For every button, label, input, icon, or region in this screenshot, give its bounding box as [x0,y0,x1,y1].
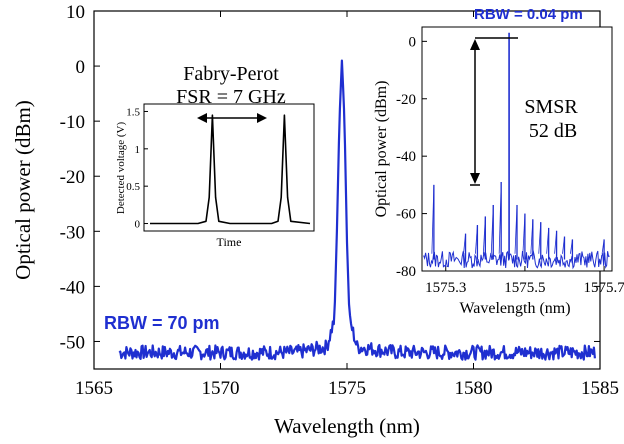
smsr-x-tick-label: 1575.5 [504,280,545,296]
main-y-tick-label: 10 [66,2,85,23]
smsr-side-mode-peak-edge [562,236,565,254]
main-y-tick-label: -40 [60,277,85,298]
main-x-tick-label: 1565 [75,378,113,399]
smsr-y-tick-label: -40 [396,149,416,165]
smsr-side-mode-peak-edge [538,222,542,254]
smsr-label-line-2: 52 dB [529,120,577,142]
smsr-y-tick-label: -20 [396,92,416,108]
fsr-arrowhead-left [197,113,207,123]
smsr-y-tick-label: 0 [409,34,417,50]
smsr-noise-floor-line [423,250,610,270]
smsr-side-mode-peak-edge [475,225,478,254]
smsr-label-line-1: SMSR [524,96,578,118]
smsr-y-tick-label: -60 [396,207,416,223]
main-x-tick-label: 1575 [328,378,366,399]
fp-title-line-2: FSR = 7 GHz [176,86,286,108]
smsr-x-tick-label: 1575.3 [425,280,466,296]
smsr-arrowhead-bottom [470,173,480,184]
fp-y-tick-label: 1 [135,144,141,156]
smsr-side-mode-peak-edge [431,184,435,254]
fp-y-tick-label: 1.5 [126,106,140,118]
main-y-axis-label: Optical power (dBm) [11,100,35,280]
main-y-tick-label: -20 [60,167,85,188]
fp-y-tick-label: 0 [135,219,141,231]
smsr-side-mode-peak-edge [514,204,518,254]
smsr-side-mode-peak-edge [463,233,466,254]
fp-y-axis-label: Detected voltage (V) [115,122,127,215]
smsr-side-mode-peak-edge [482,216,486,254]
fsr-arrowhead-right [257,113,267,123]
main-x-tick-label: 1580 [455,378,493,399]
smsr-inset: 1575.3 1575.5 1575.7 0 -20 -40 -60 -80 RBW = 0.… [373,6,624,317]
main-y-tick-label: -10 [60,112,85,133]
smsr-side-mode-peak-edge [498,182,502,254]
smsr-side-mode-peak-edge [546,227,550,254]
smsr-side-mode-peak-edge [530,219,534,254]
main-x-tick-label: 1585 [581,378,619,399]
fp-inset: 0 0.5 1 1.5 Fabry-Perot FSR = 7 GHz Time De… [115,63,315,249]
smsr-side-mode-peak-edge [601,239,605,254]
main-x-tick-label: 1570 [202,378,240,399]
smsr-x-axis-label: Wavelength (nm) [459,300,570,317]
fp-y-tick-label: 0.5 [126,181,140,193]
main-x-axis-label: Wavelength (nm) [274,414,420,438]
smsr-side-mode-peak-edge [554,230,557,254]
fp-transmission-line [150,114,311,225]
fp-title-line-1: Fabry-Perot [183,63,279,85]
smsr-y-tick-label: -80 [396,264,416,280]
main-y-tick-label: 0 [76,57,86,78]
main-rbw-annotation: RBW = 70 pm [104,313,220,333]
fp-plot-frame [143,103,315,232]
smsr-side-mode-peak-edge [570,239,573,254]
smsr-x-tick-label: 1575.7 [583,280,624,296]
main-y-tick-label: -50 [60,332,85,353]
smsr-rbw-annotation: RBW = 0.04 pm [474,6,583,23]
main-spectrum-line [118,59,596,361]
fp-x-axis-label: Time [217,235,242,249]
smsr-side-mode-peak-edge [490,204,494,254]
smsr-arrowhead-top [470,39,480,50]
smsr-y-axis-label: Optical power (dBm) [373,81,390,218]
main-y-tick-label: -30 [60,222,85,243]
smsr-side-mode-peak-edge [522,213,526,254]
